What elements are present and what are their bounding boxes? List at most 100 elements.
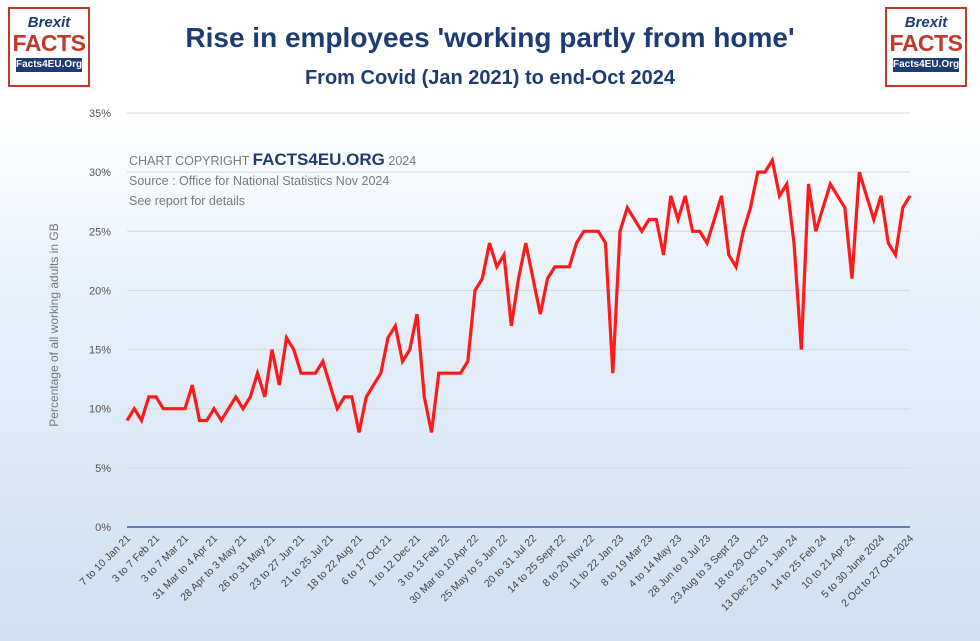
data-point: [257, 372, 259, 374]
data-point: [822, 207, 824, 209]
y-tick-label: 25%: [89, 226, 111, 238]
data-point: [402, 360, 404, 362]
data-point: [648, 219, 650, 221]
data-point: [815, 230, 817, 232]
data-point: [315, 372, 317, 374]
data-point: [909, 195, 911, 197]
data-point: [220, 420, 222, 422]
y-tick-label: 5%: [95, 463, 111, 475]
data-point: [808, 183, 810, 185]
data-point: [735, 266, 737, 268]
data-point: [235, 396, 237, 398]
note-line: See report for details: [129, 194, 246, 208]
data-point: [887, 242, 889, 244]
logo-line2: FACTS: [12, 30, 86, 56]
data-point: [489, 242, 491, 244]
data-point: [779, 195, 781, 197]
data-point: [902, 207, 904, 209]
data-point: [126, 420, 128, 422]
data-point: [605, 242, 607, 244]
data-point: [655, 219, 657, 221]
data-point: [191, 384, 193, 386]
data-point: [133, 408, 135, 410]
data-point: [141, 420, 143, 422]
data-point: [895, 254, 897, 256]
y-tick-label: 0%: [95, 522, 111, 534]
copyright-brand: FACTS4EU.ORG: [252, 150, 385, 169]
data-point: [286, 337, 288, 339]
data-point: [677, 219, 679, 221]
data-point: [373, 384, 375, 386]
data-point: [880, 195, 882, 197]
y-tick-label: 35%: [89, 108, 111, 120]
source-line: Source : Office for National Statistics …: [129, 174, 390, 188]
data-point: [612, 372, 614, 374]
data-point: [597, 230, 599, 232]
data-point: [416, 313, 418, 315]
data-point: [380, 372, 382, 374]
data-point: [307, 372, 309, 374]
data-point: [742, 230, 744, 232]
data-point: [365, 396, 367, 398]
data-point: [206, 420, 208, 422]
data-point: [170, 408, 172, 410]
data-point: [322, 360, 324, 362]
data-point: [344, 396, 346, 398]
data-point: [496, 266, 498, 268]
data-point: [199, 420, 201, 422]
data-point: [568, 266, 570, 268]
data-point: [184, 408, 186, 410]
data-point: [351, 396, 353, 398]
data-point: [858, 171, 860, 173]
data-point: [409, 349, 411, 351]
data-point: [684, 195, 686, 197]
data-point: [641, 230, 643, 232]
data-point: [510, 325, 512, 327]
y-tick-label: 30%: [89, 167, 111, 179]
data-point: [293, 349, 295, 351]
data-point: [728, 254, 730, 256]
data-point: [793, 242, 795, 244]
data-point: [764, 171, 766, 173]
data-point: [866, 195, 868, 197]
data-point: [300, 372, 302, 374]
data-point: [837, 195, 839, 197]
data-point: [547, 278, 549, 280]
data-point: [525, 242, 527, 244]
data-point: [692, 230, 694, 232]
data-point: [706, 242, 708, 244]
data-point: [445, 372, 447, 374]
data-point: [757, 171, 759, 173]
data-point: [554, 266, 556, 268]
y-axis-label: Percentage of all working adults in GB: [47, 223, 61, 426]
copyright-line: CHART COPYRIGHT FACTS4EU.ORG 2024: [129, 150, 416, 171]
data-point: [851, 278, 853, 280]
data-point: [271, 349, 273, 351]
data-point: [387, 337, 389, 339]
data-point: [228, 408, 230, 410]
logo-line3: Facts4EU.Org: [893, 58, 960, 72]
y-tick-label: 15%: [89, 345, 111, 357]
data-point: [474, 289, 476, 291]
data-point: [699, 230, 701, 232]
data-point: [503, 254, 505, 256]
logo-line1: Brexit: [27, 14, 71, 31]
data-point: [619, 230, 621, 232]
data-point: [162, 408, 164, 410]
data-point: [148, 396, 150, 398]
data-point: [329, 384, 331, 386]
data-point: [278, 384, 280, 386]
data-point: [561, 266, 563, 268]
data-point: [155, 396, 157, 398]
logo-line3: Facts4EU.Org: [16, 58, 83, 72]
data-point: [721, 195, 723, 197]
chart-subtitle: From Covid (Jan 2021) to end-Oct 2024: [304, 67, 676, 89]
data-point: [467, 360, 469, 362]
data-point: [358, 431, 360, 433]
data-point: [213, 408, 215, 410]
data-point: [242, 408, 244, 410]
data-point: [249, 396, 251, 398]
data-point: [264, 396, 266, 398]
brexit-facts-logo-left: Brexit FACTS Facts4EU.Org: [8, 7, 90, 87]
